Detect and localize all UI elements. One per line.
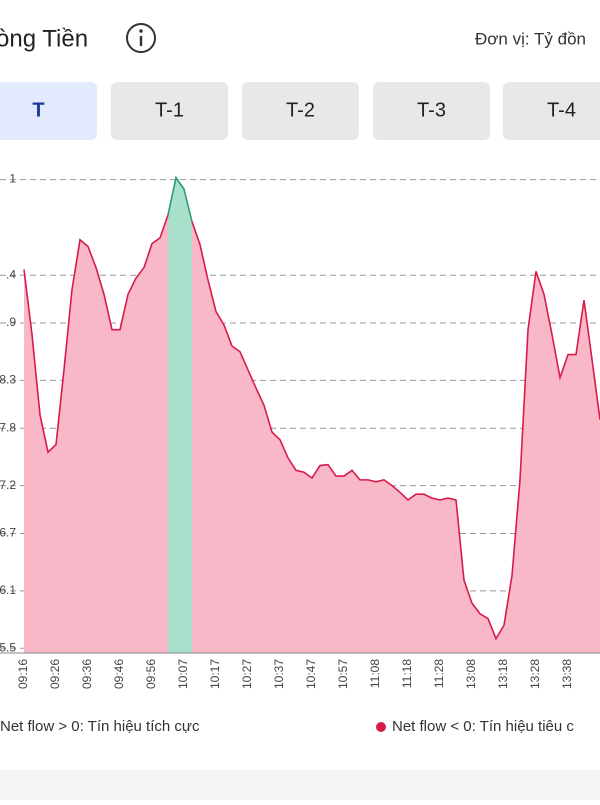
line [191, 221, 600, 641]
x-tick-label: 13:08 [464, 659, 478, 689]
y-tick-label: 6.1 [0, 583, 16, 597]
tab-label[interactable]: T-1 [155, 99, 184, 121]
y-tick-label: 7.8 [0, 420, 16, 434]
x-tick-label: 10:47 [304, 659, 318, 689]
x-tick-label: 11:28 [432, 659, 446, 688]
x-tick-label: 11:18 [400, 659, 414, 688]
legend-marker [376, 722, 386, 732]
y-tick-label: 7.2 [0, 478, 16, 492]
tab[interactable] [373, 82, 490, 140]
y-tick-label: .9 [6, 315, 16, 329]
info-icon[interactable] [126, 23, 156, 53]
x-tick-label: 10:37 [272, 659, 286, 689]
area-fill [24, 214, 168, 654]
tab-label[interactable]: T-4 [547, 99, 576, 121]
x-tick-label: 10:57 [336, 659, 350, 689]
tab-label[interactable]: T-2 [286, 99, 315, 121]
tab[interactable] [503, 82, 600, 140]
unit-label: Đơn vị: Tỷ đồn [475, 29, 586, 48]
x-tick-label: 13:28 [528, 659, 542, 689]
legend-label: Net flow < 0: Tín hiệu tiêu c [392, 718, 574, 735]
x-tick-label: 09:56 [144, 659, 158, 689]
area-fill [168, 177, 192, 653]
x-tick-label: 13:38 [560, 659, 574, 689]
line [23, 214, 169, 454]
x-tick-label: 09:16 [16, 659, 30, 689]
x-tick-label: 13:18 [496, 659, 510, 689]
x-tick-label: 10:27 [240, 659, 254, 689]
tab[interactable] [242, 82, 359, 140]
title: òng Tiền [0, 25, 88, 52]
y-tick-label: 1 [9, 172, 16, 186]
y-tick-label: 6.7 [0, 526, 16, 540]
tab[interactable] [111, 82, 228, 140]
bottom-panel [0, 770, 600, 800]
line [167, 175, 193, 222]
y-tick-label: .4 [6, 267, 16, 281]
x-tick-label: 10:17 [208, 659, 222, 689]
tab-label[interactable]: T [32, 99, 44, 121]
x-tick-label: 11:08 [368, 659, 382, 688]
tab-label[interactable]: T-3 [417, 99, 446, 121]
x-tick-label: 10:07 [176, 659, 190, 689]
tab[interactable] [0, 82, 97, 140]
x-tick-label: 09:26 [48, 659, 62, 689]
x-tick-label: 09:36 [80, 659, 94, 689]
y-tick-label: 5.5 [0, 640, 16, 654]
y-tick-label: 8.3 [0, 373, 16, 387]
legend-label: Net flow > 0: Tín hiệu tích cực [0, 718, 200, 735]
x-tick-label: 09:46 [112, 659, 126, 689]
area-fill [192, 221, 600, 653]
